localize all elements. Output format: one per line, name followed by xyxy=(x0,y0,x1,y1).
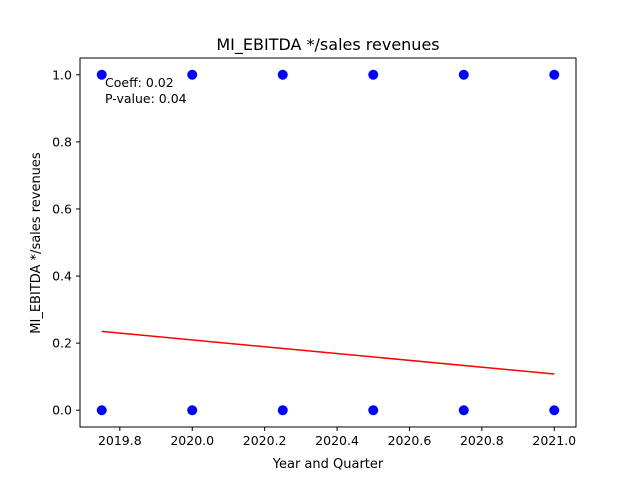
data-point xyxy=(187,69,198,80)
y-tick-label: 1.0 xyxy=(52,67,72,82)
x-tick-label: 2020.4 xyxy=(315,433,359,448)
x-axis-ticks: 2019.8 2020.0 2020.2 2020.4 2020.6 2020.8 2021… xyxy=(98,427,576,448)
data-point xyxy=(368,405,379,416)
chart-title: MI_EBITDA */sales revenues xyxy=(216,35,439,55)
y-tick-label: 0.4 xyxy=(52,269,72,284)
x-tick-label: 2020.2 xyxy=(243,433,287,448)
y-tick-label: 0.6 xyxy=(52,201,72,216)
y-tick-label: 0.0 xyxy=(52,403,72,418)
data-point xyxy=(549,405,560,416)
x-tick-label: 2020.8 xyxy=(460,433,504,448)
data-point xyxy=(96,405,107,416)
y-tick-label: 0.2 xyxy=(52,336,72,351)
data-point xyxy=(187,405,198,416)
trend-line xyxy=(101,330,555,375)
data-point xyxy=(277,405,288,416)
x-tick-label: 2021.0 xyxy=(532,433,576,448)
x-axis-label: Year and Quarter xyxy=(272,457,384,472)
x-tick-label: 2019.8 xyxy=(98,433,142,448)
x-tick-label: 2020.0 xyxy=(170,433,214,448)
x-tick-label: 2020.6 xyxy=(388,433,432,448)
data-point xyxy=(277,69,288,80)
data-point xyxy=(458,69,469,80)
y-tick-label: 0.8 xyxy=(52,134,72,149)
annotation-p-value: P-value: 0.04 xyxy=(105,91,187,106)
data-point xyxy=(96,69,107,80)
y-axis-ticks: 0.0 0.2 0.4 0.6 0.8 1.0 xyxy=(52,67,80,418)
data-point xyxy=(368,69,379,80)
y-axis-label: MI_EBITDA */sales revenues xyxy=(29,152,44,334)
annotation-coeff: Coeff: 0.02 xyxy=(105,75,174,90)
data-point xyxy=(458,405,469,416)
data-points xyxy=(96,69,560,416)
data-point xyxy=(549,69,560,80)
plot-frame xyxy=(79,57,577,428)
